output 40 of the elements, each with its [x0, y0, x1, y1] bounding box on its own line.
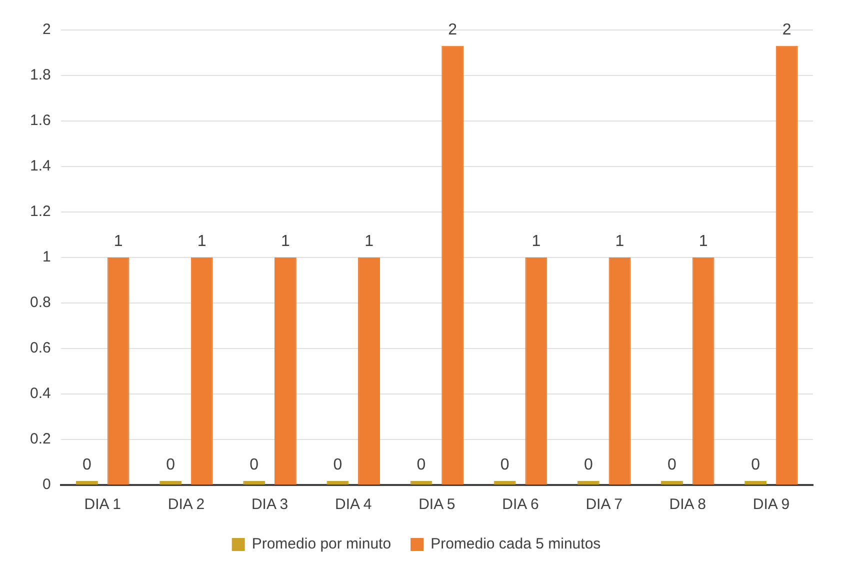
x-tick-label: DIA 3 [251, 496, 288, 514]
data-label: 1 [615, 232, 624, 250]
x-tick-label: DIA 9 [752, 496, 790, 514]
x-tick-label: DIA 1 [84, 496, 121, 514]
data-label: 0 [500, 456, 510, 474]
y-tick-label: 1.2 [30, 203, 51, 220]
data-label: 0 [668, 456, 677, 474]
data-label: 0 [416, 456, 426, 474]
y-tick-label: 1 [42, 248, 51, 266]
x-tick-label: DIA 2 [168, 496, 205, 514]
data-label: 0 [751, 456, 760, 474]
data-label: 0 [333, 456, 342, 474]
x-tick-label: DIA 6 [502, 496, 539, 514]
x-tick-label: DIA 4 [335, 496, 372, 514]
y-tick-label: 0.8 [30, 294, 51, 312]
data-label: 0 [166, 456, 176, 474]
data-label: 1 [197, 232, 206, 250]
y-tick-label: 0.6 [30, 340, 51, 357]
y-tick-label: 0 [42, 476, 51, 494]
x-tick-label: DIA 8 [669, 496, 706, 514]
data-label: 1 [698, 232, 708, 250]
x-tick-label: DIA 5 [418, 496, 456, 514]
data-label: 0 [250, 456, 259, 474]
data-label: 2 [448, 21, 458, 38]
data-label: 1 [114, 232, 123, 250]
data-label: 1 [281, 232, 290, 250]
data-label: 1 [364, 232, 374, 250]
data-label: 0 [82, 456, 92, 474]
legend-label: Promedio por minuto [252, 536, 392, 553]
y-tick-label: 0.4 [30, 385, 51, 402]
data-label: 0 [584, 456, 593, 474]
data-label: 2 [782, 21, 792, 38]
y-tick-label: 0.2 [30, 430, 51, 448]
data-label: 1 [532, 232, 541, 250]
x-tick-label: DIA 7 [586, 496, 622, 514]
y-tick-label: 1.6 [30, 112, 51, 130]
legend-label: Promedio cada 5 minutos [430, 536, 601, 553]
y-tick-label: 1.4 [30, 158, 51, 175]
y-tick-label: 1.8 [30, 66, 51, 84]
y-tick-label: 2 [42, 21, 51, 38]
